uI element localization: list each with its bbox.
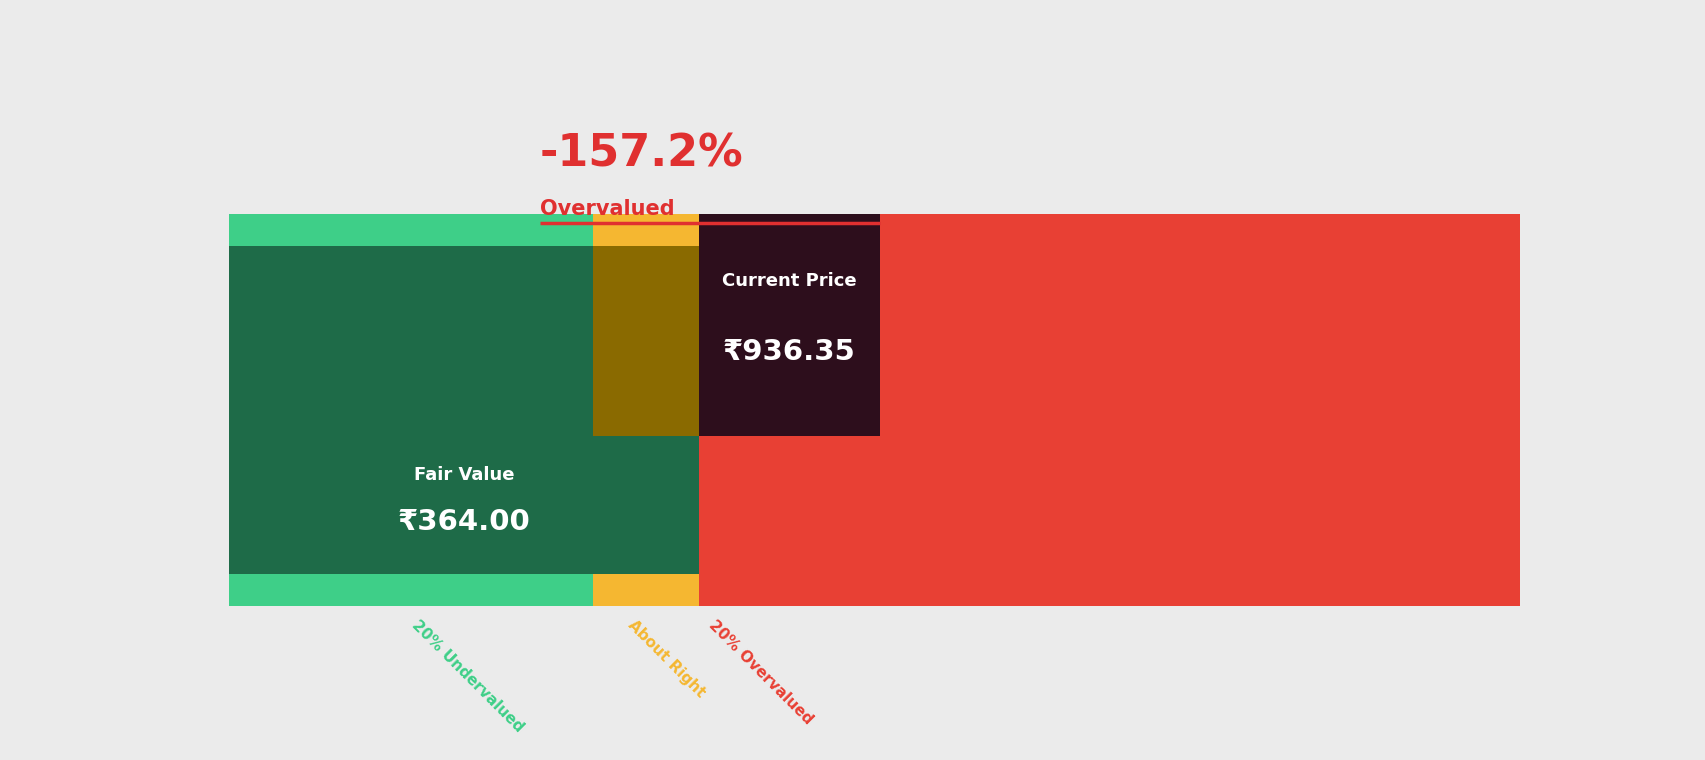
FancyBboxPatch shape — [593, 574, 699, 606]
Text: ₹936.35: ₹936.35 — [723, 338, 856, 366]
FancyBboxPatch shape — [228, 246, 593, 574]
FancyBboxPatch shape — [593, 214, 699, 246]
FancyBboxPatch shape — [593, 246, 699, 574]
Text: Current Price: Current Price — [721, 272, 856, 290]
Text: Fair Value: Fair Value — [414, 466, 513, 484]
FancyBboxPatch shape — [228, 436, 699, 574]
FancyBboxPatch shape — [699, 214, 1519, 246]
FancyBboxPatch shape — [228, 214, 593, 246]
FancyBboxPatch shape — [699, 214, 880, 436]
Text: -157.2%: -157.2% — [539, 132, 743, 175]
Text: ₹364.00: ₹364.00 — [397, 508, 530, 536]
FancyBboxPatch shape — [699, 246, 1519, 574]
Text: 20% Overvalued: 20% Overvalued — [706, 618, 815, 727]
Text: 20% Undervalued: 20% Undervalued — [409, 618, 527, 736]
FancyBboxPatch shape — [228, 574, 593, 606]
Text: About Right: About Right — [624, 618, 708, 701]
Text: Overvalued: Overvalued — [539, 199, 673, 220]
FancyBboxPatch shape — [699, 574, 1519, 606]
